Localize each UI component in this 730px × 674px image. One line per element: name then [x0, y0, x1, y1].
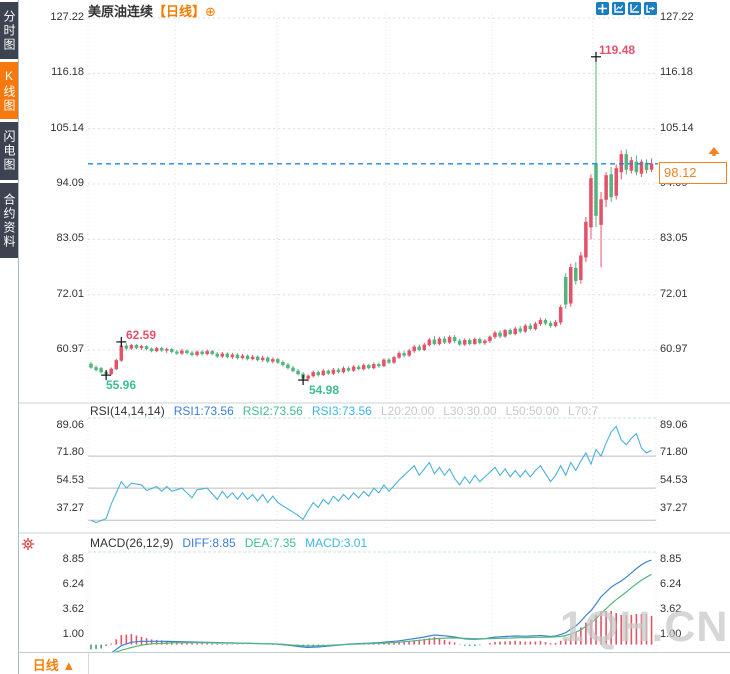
y-axis-label: 83.05 — [660, 232, 688, 245]
y-axis-label: 72.01 — [56, 287, 84, 300]
macd-y-axis-label: 8.85 — [62, 553, 84, 565]
macd-y-axis-label: 6.24 — [660, 577, 682, 590]
y-axis-label: 105.14 — [660, 121, 694, 134]
price-up-arrow-icon — [706, 147, 722, 166]
y-axis-label: 60.97 — [660, 343, 688, 356]
indicator-header-item: L70:7 — [568, 404, 599, 418]
axis-scale-icon[interactable] — [612, 2, 625, 15]
y-axis-label: 94.09 — [56, 177, 84, 190]
crosshair-icon[interactable] — [596, 2, 609, 15]
y-axis-label: 127.22 — [660, 11, 694, 23]
export-icon[interactable] — [644, 2, 657, 15]
y-axis-label: 116.18 — [660, 66, 693, 79]
indicator-header-item: DIFF:8.85 — [182, 536, 236, 550]
rsi-y-axis-label: 89.06 — [660, 418, 688, 431]
rsi-y-axis-label: 54.53 — [56, 473, 84, 486]
rsi-header: RSI(14,14,14) RSI1:73.56 RSI2:73.56 RSI3:73… — [90, 404, 607, 418]
price-annotation: 55.96 — [106, 378, 137, 392]
rsi-y-axis-label: 89.06 — [56, 418, 84, 431]
indicator-header-item: DEA:7.35 — [244, 536, 297, 550]
indicator-header-item: RSI2:73.56 — [242, 404, 303, 418]
macd-y-axis-label: 8.85 — [660, 553, 682, 565]
indicator-header-item: RSI(14,14,14) — [90, 404, 165, 418]
sidebar-tab-label: 合约资料 — [2, 192, 16, 249]
time-axis-bar: 日线 ▲ — [19, 652, 730, 674]
period-selector-button[interactable]: 日线 ▲ — [20, 653, 89, 674]
sidebar-tab-timeshare[interactable]: 分时图 — [0, 2, 18, 59]
sidebar-tab-lightning[interactable]: 闪电图 — [0, 122, 18, 180]
macd-y-axis-label: 6.24 — [62, 577, 84, 590]
price-annotation: 62.59 — [126, 328, 157, 342]
sidebar-tab-label: 分时图 — [2, 9, 16, 52]
sidebar-divider — [18, 0, 19, 674]
chart-title: 美原油连续【日线】⊕ — [88, 1, 216, 19]
macd-y-axis-label: 3.62 — [660, 602, 682, 615]
axis-draw-icon[interactable] — [628, 2, 641, 15]
y-axis-label: 127.22 — [50, 11, 84, 23]
indicator-header-item: MACD(26,12,9) — [90, 536, 174, 550]
y-axis-label: 105.14 — [50, 121, 84, 134]
price-annotation: 119.48 — [599, 43, 636, 57]
y-axis-label: 83.05 — [56, 232, 84, 245]
indicator-header-item: RSI1:73.56 — [173, 404, 234, 418]
sidebar-tab-contract-info[interactable]: 合约资料 — [0, 183, 18, 258]
period-label: 【日线】 — [153, 4, 206, 19]
sidebar-tab-label: K线图 — [2, 68, 16, 113]
indicator-header-item: MACD:3.01 — [305, 536, 368, 550]
rsi-y-axis-label: 37.27 — [660, 501, 688, 514]
watermark: 1QH.CN — [560, 603, 729, 651]
chart-toolbar — [596, 2, 657, 16]
macd-y-axis-label: 1.00 — [62, 628, 84, 641]
macd-header: MACD(26,12,9) DIFF:8.85 DEA:7.35 MACD:3.01 — [90, 536, 376, 550]
sidebar-tab-label: 闪电图 — [2, 130, 16, 172]
rsi-y-axis-label: 71.80 — [660, 446, 688, 459]
rsi-y-axis-label: 37.27 — [56, 501, 84, 514]
price-annotation: 54.98 — [309, 383, 340, 397]
y-axis-label: 116.18 — [51, 66, 84, 79]
symbol-name: 美原油连续 — [88, 4, 154, 19]
rsi-y-axis-label: 71.80 — [56, 446, 84, 459]
sidebar: 分时图 K线图 闪电图 合约资料 — [0, 0, 19, 674]
macd-y-axis-label: 1.00 — [660, 628, 682, 641]
indicator-header-item: L30:30.00 — [443, 404, 497, 418]
sidebar-tab-kline[interactable]: K线图 — [0, 62, 18, 119]
indicator-settings-gear-icon[interactable] — [21, 537, 35, 551]
last-price-tag: 98.12 — [659, 162, 727, 184]
add-indicator-icon[interactable]: ⊕ — [205, 4, 216, 19]
y-axis-label: 60.97 — [56, 343, 84, 356]
macd-y-axis-label: 3.62 — [62, 602, 84, 615]
rsi-y-axis-label: 54.53 — [660, 473, 688, 486]
indicator-header-item: L50:50.00 — [505, 404, 560, 418]
indicator-header-item: RSI3:73.56 — [311, 404, 372, 418]
indicator-header-item: L20:20.00 — [380, 404, 435, 418]
y-axis-label: 72.01 — [660, 287, 688, 300]
